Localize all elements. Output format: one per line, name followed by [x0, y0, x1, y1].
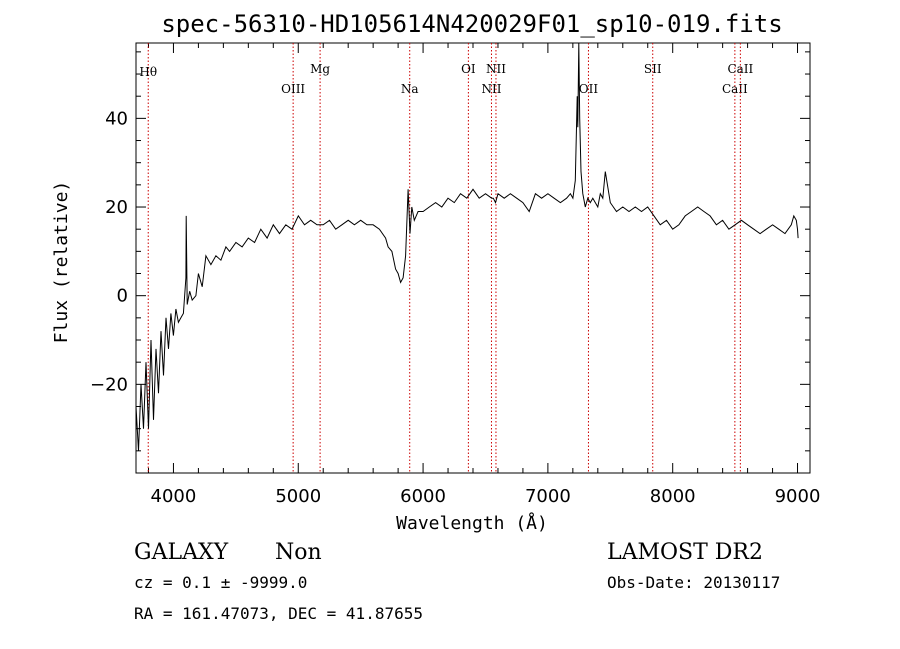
spectral-line-label: OI	[461, 62, 476, 76]
spectral-line-label: Hθ	[139, 65, 157, 79]
plot-frame	[135, 42, 811, 474]
spectral-line-label: NII	[481, 82, 501, 96]
spectral-line-label: CaII	[727, 62, 753, 76]
survey-label: LAMOST DR2	[607, 540, 763, 565]
chart-title: spec-56310-HD105614N420029F01_sp10-019.f…	[161, 10, 782, 38]
x-tick-label: 5000	[275, 486, 321, 507]
spectral-line-label: Mg	[310, 62, 330, 76]
spectral-line-label: OIII	[281, 82, 305, 96]
spectral-line-label: NII	[486, 62, 506, 76]
class-label: GALAXY	[134, 540, 229, 565]
x-tick-label: 9000	[775, 486, 821, 507]
spectral-line-label: Na	[401, 82, 419, 96]
spectral-line-label: CaII	[722, 82, 748, 96]
x-tick-label: 7000	[525, 486, 571, 507]
spectral-line-label: SII	[644, 62, 662, 76]
y-tick-label: 40	[105, 108, 128, 129]
y-axis-label: Flux (relative)	[51, 181, 72, 344]
x-axis-label: Wavelength (Å)	[396, 512, 548, 534]
plot-area: 4000 5000 6000 7000 8000 9000 −20 0 20 40 Hθ OIII Mg…	[90, 42, 821, 507]
x-tick-label: 8000	[650, 486, 696, 507]
x-tick-label: 4000	[151, 486, 197, 507]
obs-date-text: Obs-Date: 20130117	[607, 573, 780, 592]
x-tick-label: 6000	[400, 486, 446, 507]
subclass-label: Non	[275, 540, 322, 565]
radec-text: RA = 161.47073, DEC = 41.87655	[134, 604, 423, 623]
redshift-text: cz = 0.1 ± -9999.0	[134, 573, 307, 592]
spectral-line-label: OII	[579, 82, 599, 96]
y-tick-label: 20	[105, 197, 128, 218]
y-tick-label: −20	[90, 374, 128, 395]
y-tick-label: 0	[117, 286, 128, 307]
spectrum-line	[135, 42, 799, 451]
